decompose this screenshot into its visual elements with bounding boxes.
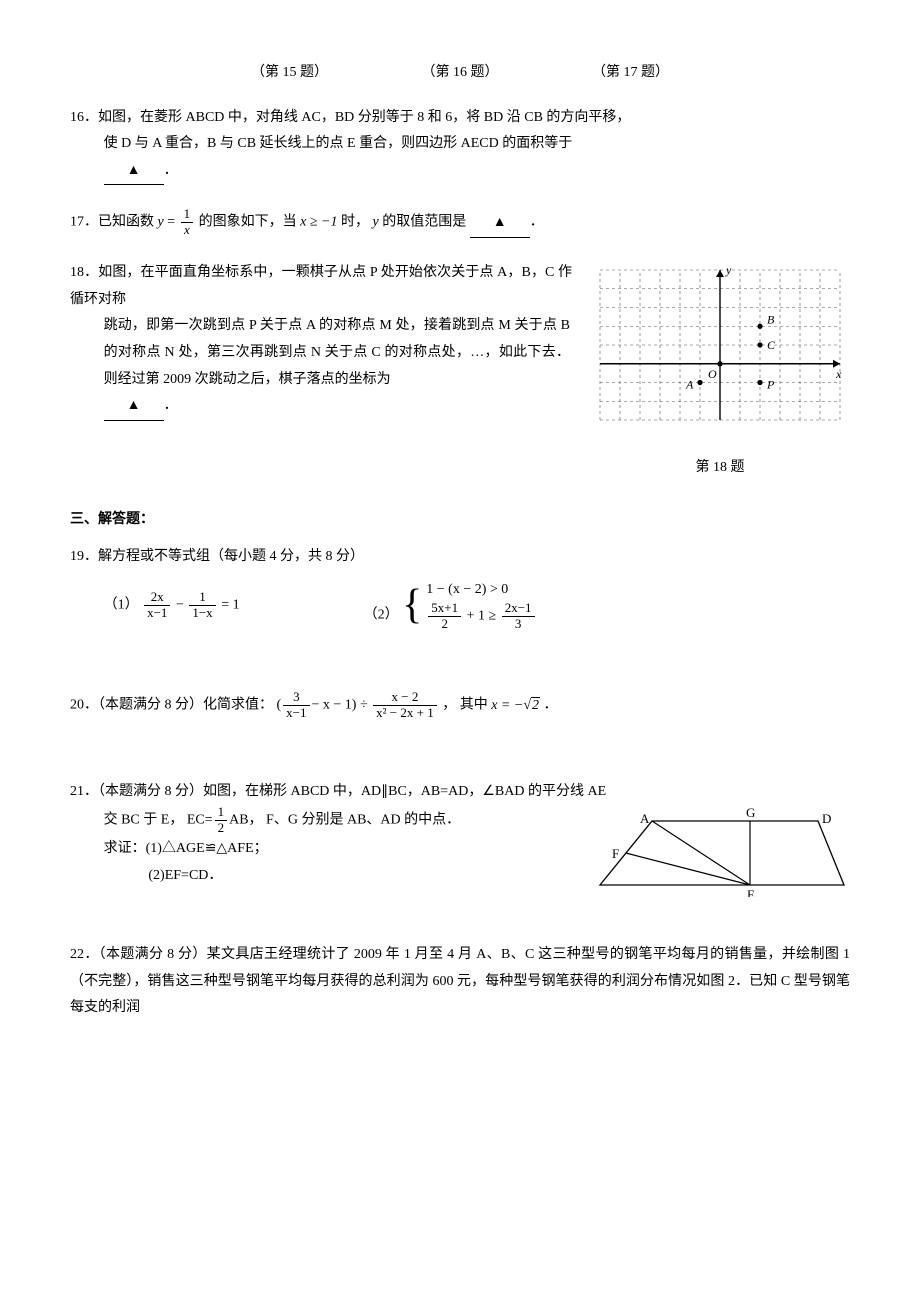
q17-cond: x ≥ −1: [300, 215, 337, 230]
q17-blank: ▲: [470, 210, 530, 238]
svg-text:E: E: [747, 887, 755, 897]
q19-part1: （1） 2xx−1 − 11−x = 1: [70, 590, 364, 621]
q18-number: 18．: [70, 265, 98, 280]
svg-text:O: O: [708, 367, 717, 381]
figure-caption-row: （第 15 题） （第 16 题） （第 17 题）: [70, 60, 850, 87]
q17-text-b: 的图象如下，当: [199, 215, 297, 230]
svg-text:G: G: [746, 805, 755, 820]
q18-text-c: ．: [164, 398, 178, 413]
q20-number: 20．: [70, 698, 98, 713]
question-17: 17．已知函数 y = 1 x 的图象如下，当 x ≥ −1 时， y 的取值范…: [70, 207, 850, 238]
svg-text:B: B: [767, 313, 775, 327]
caption-17: （第 17 题）: [592, 60, 669, 87]
q18-figure-wrap: y x OA BC P 第 18 题: [590, 260, 850, 481]
caption-16: （第 16 题）: [422, 60, 499, 87]
question-22: 22．（本题满分 8 分）某文具店王经理统计了 2009 年 1 月至 4 月 …: [70, 942, 850, 1022]
q19-p2-label: （2）: [364, 607, 399, 622]
q17-number: 17．: [70, 215, 98, 230]
brace-icon: {: [402, 584, 422, 626]
q18-grid-figure: y x OA BC P: [590, 260, 850, 440]
q17-text-c: 时，: [341, 215, 369, 230]
svg-text:y: y: [725, 263, 732, 277]
svg-text:P: P: [766, 378, 775, 392]
q16-blank: ▲: [104, 158, 164, 186]
q19-p1-label: （1）: [104, 597, 139, 612]
question-21: 21．（本题满分 8 分）如图，在梯形 ABCD 中，AD∥BC，AB=AD，∠…: [70, 779, 850, 908]
q22-text: （本题满分 8 分）某文具店王经理统计了 2009 年 1 月至 4 月 A、B…: [70, 947, 850, 1015]
q22-number: 22．: [70, 947, 99, 962]
q21-trapezoid-figure: AGDFBEC: [594, 805, 850, 897]
q17-text-d: 的取值范围是: [382, 215, 466, 230]
q17-text-e: ．: [530, 215, 544, 230]
q16-text-b: 使 D 与 A 重合，B 与 CB 延长线上的点 E 重合，则四边形 AECD …: [104, 136, 573, 151]
q19-p2-line2: 5x+12 + 1 ≥ 2x−13: [426, 601, 536, 632]
q21-line2b: AB， F、G 分别是 AB、AD 的中点．: [229, 813, 460, 828]
svg-text:D: D: [822, 811, 831, 826]
q19-p2-line1: 1 − (x − 2) > 0: [426, 579, 536, 601]
q16-number: 16．: [70, 110, 98, 125]
q20-where-label: ， 其中: [442, 698, 488, 713]
q17-yvar: y: [372, 215, 378, 230]
q21-number: 21．: [70, 784, 98, 799]
q16-text-c: ．: [164, 163, 178, 178]
question-18: yxOABCP 第 18 题 18．如图，在平面直角坐标系中，一颗棋子从点 P …: [70, 260, 850, 481]
question-19: 19．解方程或不等式组（每小题 4 分，共 8 分） （1） 2xx−1 − 1…: [70, 544, 850, 632]
q19-number: 19．: [70, 549, 98, 564]
q19-title: 解方程或不等式组（每小题 4 分，共 8 分）: [98, 549, 364, 564]
q21-figure-wrap: AGDFBEC: [594, 805, 850, 908]
q20-prefix: （本题满分 8 分）化简求值：: [98, 698, 273, 713]
svg-text:A: A: [685, 378, 694, 392]
svg-text:B: B: [594, 881, 595, 896]
caption-15: （第 15 题）: [251, 60, 328, 87]
q20-where-val: x = −2: [491, 698, 540, 713]
q19-part2: （2） { 1 − (x − 2) > 0 5x+12 + 1 ≥ 2x−13: [364, 579, 850, 632]
section-3-title: 三、解答题：: [70, 507, 850, 534]
q18-figure-caption: 第 18 题: [590, 455, 850, 482]
q17-fraction: 1 x: [181, 207, 194, 238]
svg-text:x: x: [835, 367, 842, 381]
question-16: 16．如图，在菱形 ABCD 中，对角线 AC，BD 分别等于 8 和 6，将 …: [70, 105, 850, 186]
question-20: 20．（本题满分 8 分）化简求值： (3x−1− x − 1) ÷ x − 2…: [70, 690, 850, 721]
q17-y: y: [158, 215, 164, 230]
q21-line2a: 交 BC 于 E， EC=: [104, 813, 213, 828]
q21-prefix: （本题满分 8 分）如图，在梯形 ABCD 中，AD∥BC，AB=AD，∠BAD…: [98, 784, 606, 799]
svg-text:F: F: [612, 846, 619, 861]
q18-blank: ▲: [104, 393, 164, 421]
q17-text-a: 已知函数: [98, 215, 154, 230]
svg-text:A: A: [640, 811, 650, 826]
svg-text:C: C: [767, 338, 776, 352]
q16-text-a: 如图，在菱形 ABCD 中，对角线 AC，BD 分别等于 8 和 6，将 BD …: [98, 110, 630, 125]
